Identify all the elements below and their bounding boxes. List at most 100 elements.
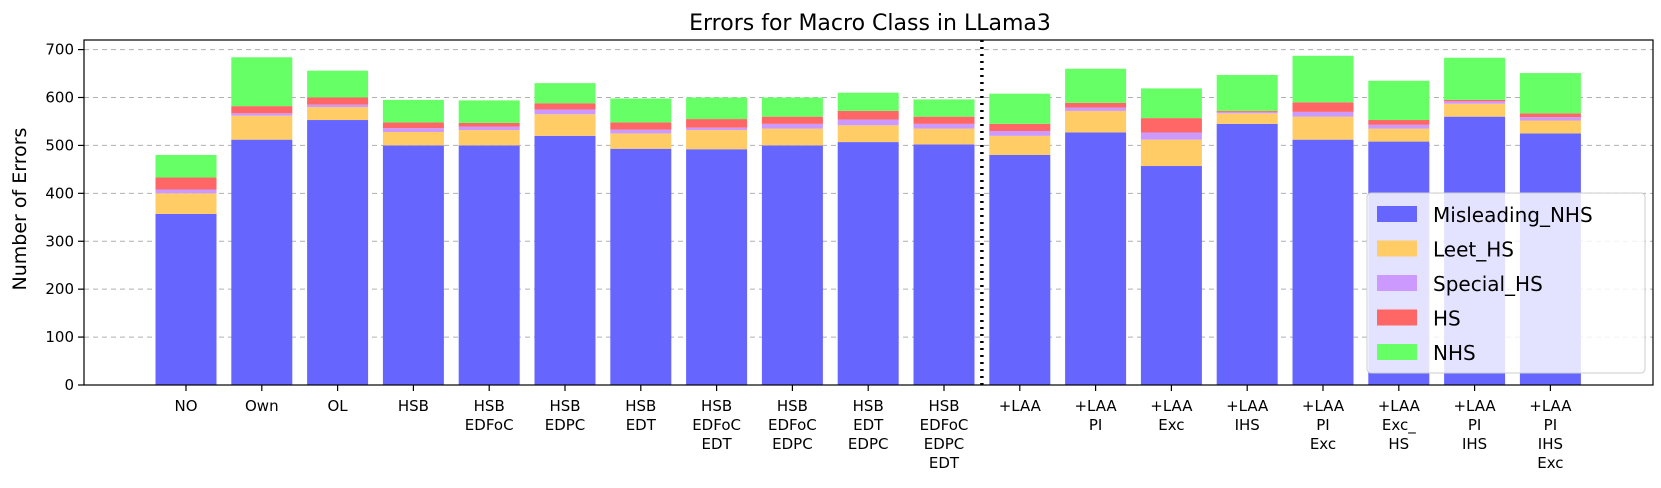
bar-segment-hs <box>382 122 444 129</box>
bar-segment-special-hs <box>837 119 899 126</box>
y-tick-label: 400 <box>45 184 74 202</box>
bar-segment-hs <box>610 122 672 130</box>
bar-segment-nhs <box>307 70 369 98</box>
y-axis-label: Number of Errors <box>9 128 31 291</box>
bar-segment-misleading-nhs <box>155 213 217 385</box>
legend-swatch <box>1377 240 1417 257</box>
bar-segment-leet-hs <box>610 133 672 149</box>
bar-segment-nhs <box>1216 74 1278 111</box>
x-tick-label: Own <box>245 397 279 415</box>
bar-segment-misleading-nhs <box>382 145 444 385</box>
bar-segment-nhs <box>458 100 520 123</box>
bar-segment-leet-hs <box>1292 116 1354 140</box>
x-ticks: NO Own OL HSB HSB EDFoC HSB EDPC HSB EDT HSB EDFoC E… <box>174 385 1572 472</box>
bar-segment-leet-hs <box>458 130 520 146</box>
bar-segment-leet-hs <box>761 128 823 146</box>
x-tick-label: +LAA PI IHS <box>1453 397 1496 453</box>
bar-segment-special-hs <box>610 129 672 134</box>
bar-segment-special-hs <box>1216 111 1278 114</box>
bar-segment-hs <box>307 97 369 105</box>
x-tick-label: NO <box>174 397 197 415</box>
bar-segment-leet-hs <box>231 115 293 140</box>
bar-segment-misleading-nhs <box>686 149 748 385</box>
bar-segment-nhs <box>1292 55 1354 103</box>
x-tick-label: +LAA IHS <box>1226 397 1269 434</box>
bar-segment-special-hs <box>989 131 1051 136</box>
bar-segment-hs <box>458 122 520 127</box>
bar-segment-nhs <box>837 92 899 111</box>
bar-segment-special-hs <box>761 123 823 129</box>
bar-segment-misleading-nhs <box>1140 166 1202 385</box>
bar-segment-nhs <box>686 97 748 120</box>
x-tick-label: HSB EDFoC EDPC EDT <box>920 397 969 472</box>
y-tick-label: 500 <box>45 136 74 154</box>
bar-segment-nhs <box>761 97 823 117</box>
y-tick-label: 200 <box>45 280 74 298</box>
legend-label: NHS <box>1433 341 1476 365</box>
bar-segment-hs <box>1368 120 1430 125</box>
x-tick-label: HSB EDT <box>625 397 656 434</box>
legend-swatch <box>1377 206 1417 222</box>
x-tick-label: HSB <box>398 397 429 415</box>
bar-segment-special-hs <box>1292 111 1354 117</box>
bar-segment-nhs <box>534 83 596 104</box>
bar-segment-special-hs <box>1065 107 1127 111</box>
bar-segment-nhs <box>382 99 444 123</box>
bar-segment-hs <box>534 103 596 110</box>
bar-segment-special-hs <box>382 128 444 132</box>
legend-label: HS <box>1433 307 1461 331</box>
bar-segment-misleading-nhs <box>913 144 975 385</box>
bar-segment-special-hs <box>231 113 293 116</box>
bar-segment-special-hs <box>686 127 748 131</box>
x-tick-label: +LAA PI IHS Exc <box>1529 397 1572 472</box>
bar-segment-leet-hs <box>1065 110 1127 133</box>
bar-segment-misleading-nhs <box>989 155 1051 385</box>
y-tick-label: 0 <box>64 376 74 394</box>
bar-segment-special-hs <box>1140 132 1202 140</box>
bar-segment-special-hs <box>307 104 369 108</box>
bar-segment-special-hs <box>913 123 975 129</box>
legend-label: Leet_HS <box>1433 238 1514 262</box>
bar-segment-nhs <box>1519 73 1581 114</box>
y-tick-label: 600 <box>45 89 74 107</box>
x-tick-label: HSB EDFoC EDT <box>692 397 741 453</box>
bar-segment-leet-hs <box>837 125 899 143</box>
x-tick-label: HSB EDFoC <box>465 397 514 434</box>
chart-title: Errors for Macro Class in LLama3 <box>689 11 1051 36</box>
bar-segment-hs <box>837 110 899 120</box>
legend-swatch <box>1377 344 1417 360</box>
bar-segment-nhs <box>610 98 672 123</box>
x-tick-label: +LAA PI Exc <box>1302 397 1345 453</box>
bar-segment-leet-hs <box>686 130 748 150</box>
bar-segment-leet-hs <box>534 114 596 136</box>
x-tick-label: HSB EDT EDPC <box>848 397 889 453</box>
legend-label: Special_HS <box>1433 272 1543 296</box>
bar-segment-hs <box>1519 113 1581 118</box>
bar-segment-nhs <box>913 99 975 117</box>
bar-segment-leet-hs <box>307 107 369 121</box>
bar-segment-hs <box>231 106 293 114</box>
x-tick-label: HSB EDFoC EDPC <box>768 397 817 453</box>
y-tick-label: 100 <box>45 328 74 346</box>
bar-segment-leet-hs <box>1216 113 1278 124</box>
bar-segment-hs <box>989 123 1051 132</box>
x-tick-label: +LAA PI <box>1074 397 1117 434</box>
bar-segment-misleading-nhs <box>837 142 899 385</box>
y-tick-label: 300 <box>45 232 74 250</box>
bar-segment-misleading-nhs <box>458 145 520 385</box>
bar-segment-nhs <box>989 93 1051 124</box>
bar-segment-leet-hs <box>1140 139 1202 167</box>
bar-segment-misleading-nhs <box>231 139 293 385</box>
bar-segment-hs <box>761 116 823 124</box>
bar-segment-nhs <box>1140 88 1202 119</box>
bar-segment-leet-hs <box>155 193 217 214</box>
x-tick-label: HSB EDPC <box>545 397 586 434</box>
bar-segment-misleading-nhs <box>534 135 596 385</box>
legend-swatch <box>1377 309 1417 326</box>
bar-segment-hs <box>1140 118 1202 133</box>
bar-segment-misleading-nhs <box>761 145 823 385</box>
bar-segment-special-hs <box>458 126 520 131</box>
bar-segment-hs <box>1216 110 1278 112</box>
